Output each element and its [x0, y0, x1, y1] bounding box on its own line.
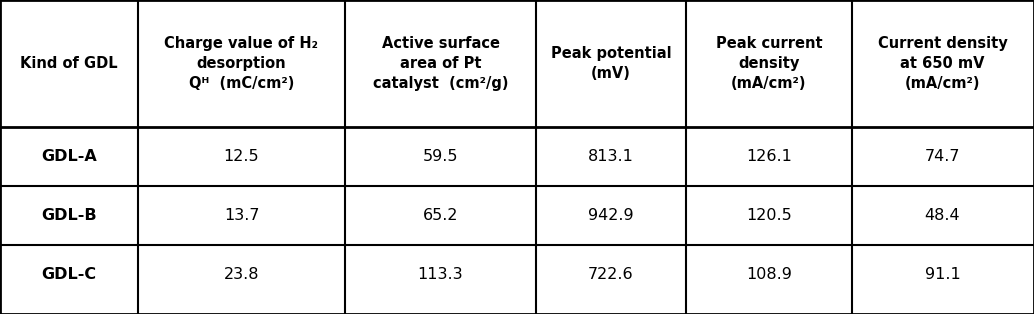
Text: GDL-B: GDL-B [41, 208, 97, 223]
Text: 91.1: 91.1 [924, 267, 961, 282]
Text: 126.1: 126.1 [747, 149, 792, 164]
Text: 48.4: 48.4 [924, 208, 961, 223]
Text: GDL-A: GDL-A [41, 149, 97, 164]
Text: 74.7: 74.7 [924, 149, 961, 164]
Text: 120.5: 120.5 [747, 208, 792, 223]
Text: 12.5: 12.5 [223, 149, 260, 164]
Text: 113.3: 113.3 [418, 267, 463, 282]
Text: Peak current
density
(mA/cm²): Peak current density (mA/cm²) [716, 35, 822, 91]
Text: 23.8: 23.8 [223, 267, 260, 282]
Text: 108.9: 108.9 [747, 267, 792, 282]
Text: Peak potential
(mV): Peak potential (mV) [551, 46, 671, 81]
Text: 13.7: 13.7 [223, 208, 260, 223]
Text: GDL-C: GDL-C [41, 267, 96, 282]
Text: Kind of GDL: Kind of GDL [21, 56, 118, 71]
Text: 722.6: 722.6 [588, 267, 634, 282]
Text: Charge value of H₂
desorption
Qᴴ  (mC/cm²): Charge value of H₂ desorption Qᴴ (mC/cm²… [164, 35, 318, 91]
Text: 942.9: 942.9 [588, 208, 634, 223]
Text: Active surface
area of Pt
catalyst  (cm²/g): Active surface area of Pt catalyst (cm²/… [372, 35, 509, 91]
Text: 813.1: 813.1 [588, 149, 634, 164]
Text: Current density
at 650 mV
(mA/cm²): Current density at 650 mV (mA/cm²) [878, 35, 1007, 91]
Text: 65.2: 65.2 [423, 208, 458, 223]
Text: 59.5: 59.5 [423, 149, 458, 164]
